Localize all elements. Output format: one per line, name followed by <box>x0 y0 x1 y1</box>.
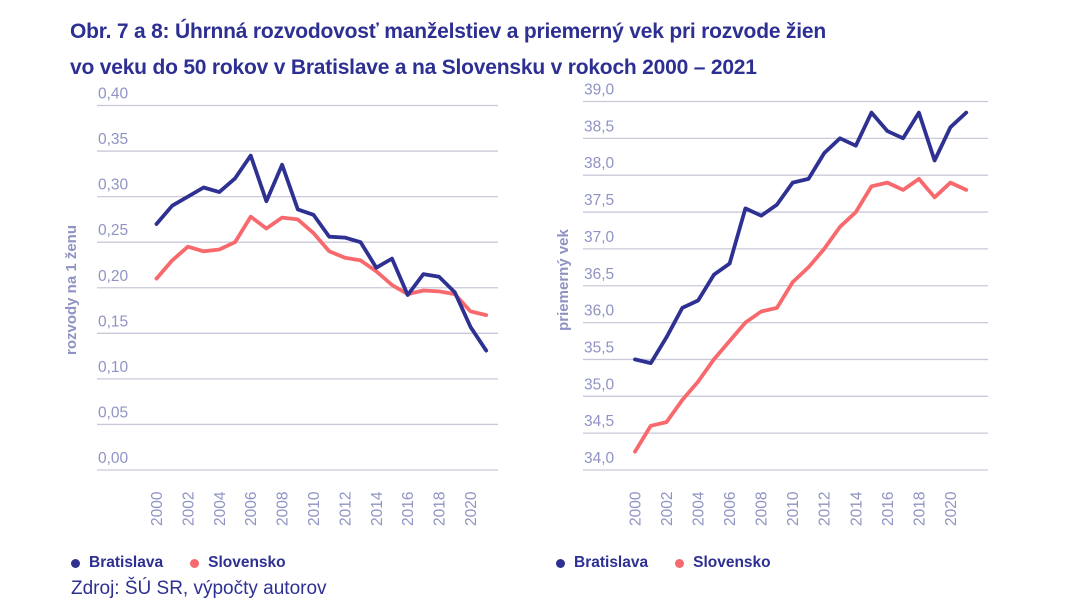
y-tick-label: 38,0 <box>584 155 615 172</box>
y-tick-label: 0,40 <box>98 86 129 103</box>
y-tick-label: 37,5 <box>584 192 614 209</box>
x-tick-label: 2018 <box>432 492 449 526</box>
line-bratislava <box>633 110 969 366</box>
x-tick-label: 2000 <box>628 491 645 526</box>
y-tick-label: 38,5 <box>584 118 614 135</box>
x-tick-label: 2020 <box>463 491 480 526</box>
y-tick-label: 34,0 <box>584 450 615 467</box>
right-chart-legend: Bratislava Slovensko <box>556 553 771 573</box>
legend-dot-bratislava <box>556 558 565 568</box>
y-axis-title: rozvody na 1 ženu <box>63 225 80 355</box>
x-tick-label: 2014 <box>848 491 865 526</box>
x-tick-label: 2002 <box>180 492 197 526</box>
legend-item-slovensko: Slovensko <box>675 554 771 572</box>
x-tick-label: 2008 <box>754 492 771 526</box>
legend-label-bratislava: Bratislava <box>89 554 164 571</box>
x-tick-label: 2010 <box>306 491 323 526</box>
source-note: Zdroj: ŠÚ SR, výpočty autorov <box>71 578 327 599</box>
y-tick-label: 0,15 <box>98 313 128 330</box>
y-tick-label: 0,25 <box>98 222 128 239</box>
x-tick-label: 2004 <box>212 491 229 526</box>
x-tick-label: 2016 <box>880 492 897 526</box>
y-tick-label: 37,0 <box>584 229 615 246</box>
y-tick-label: 39,0 <box>584 82 615 99</box>
charts-canvas: 0,40 0,35 0,30 0,25 0,20 0,15 0,10 0,05 0,00 2000… <box>63 82 988 526</box>
legend-dot-slovensko <box>190 558 200 568</box>
x-tick-label: 2008 <box>275 492 292 526</box>
line-slovensko <box>154 214 489 318</box>
right-chart: 39,0 38,5 38,0 37,5 37,0 36,5 36,0 35,5 35,0 34,5… <box>555 82 988 526</box>
y-tick-label: 34,5 <box>584 413 614 430</box>
y-tick-label: 0,00 <box>98 450 129 467</box>
x-tick-label: 2006 <box>243 492 260 526</box>
y-tick-label: 0,05 <box>98 404 128 421</box>
y-tick-label: 36,0 <box>584 303 615 320</box>
title-line-1: Obr. 7 a 8: Úhrnná rozvodovosť manželsti… <box>70 20 826 43</box>
x-tick-label: 2006 <box>722 492 739 526</box>
legend-label-bratislava: Bratislava <box>574 554 649 571</box>
page-title: Obr. 7 a 8: Úhrnná rozvodovosť manželsti… <box>70 14 826 86</box>
x-tick-label: 2000 <box>149 491 166 526</box>
line-slovensko <box>633 176 969 454</box>
line-bratislava <box>154 153 489 353</box>
x-tick-label: 2010 <box>785 491 802 526</box>
x-tick-label: 2012 <box>337 492 354 526</box>
legend-item-slovensko: Slovensko <box>190 554 286 572</box>
y-axis-title: priemerný vek <box>555 228 572 330</box>
legend-item-bratislava: Bratislava <box>556 554 648 572</box>
x-tick-label: 2002 <box>659 492 676 526</box>
y-tick-label: 35,5 <box>584 339 614 356</box>
x-tick-label: 2014 <box>369 491 386 526</box>
legend-label-slovensko: Slovensko <box>693 554 771 571</box>
legend-dot-bratislava <box>71 558 80 568</box>
y-tick-label: 36,5 <box>584 266 614 283</box>
legend-label-slovensko: Slovensko <box>208 554 286 571</box>
x-tick-label: 2012 <box>817 492 834 526</box>
y-tick-label: 0,35 <box>98 131 128 148</box>
x-tick-label: 2004 <box>691 491 708 526</box>
x-tick-label: 2016 <box>400 492 417 526</box>
left-chart-legend: Bratislava Slovensko <box>71 553 286 573</box>
x-tick-label: 2018 <box>911 492 928 526</box>
y-tick-label: 0,20 <box>98 268 129 285</box>
y-tick-label: 0,10 <box>98 359 129 376</box>
title-line-2: vo veku do 50 rokov v Bratislave a na Sl… <box>70 56 757 79</box>
y-tick-label: 35,0 <box>584 376 615 393</box>
y-tick-label: 0,30 <box>98 177 129 194</box>
legend-item-bratislava: Bratislava <box>71 554 163 572</box>
legend-dot-slovensko <box>675 558 685 568</box>
x-tick-label: 2020 <box>943 491 960 526</box>
left-chart: 0,40 0,35 0,30 0,25 0,20 0,15 0,10 0,05 0,00 2000… <box>63 86 498 526</box>
